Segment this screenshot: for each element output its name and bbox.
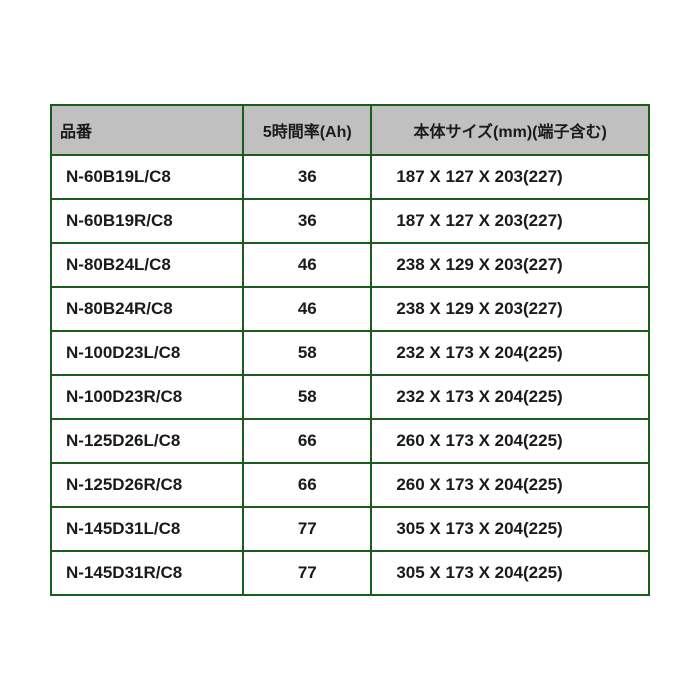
cell-size: 232 X 173 X 204(225) bbox=[371, 375, 649, 419]
cell-part: N-100D23R/C8 bbox=[51, 375, 243, 419]
header-row: 品番 5時間率(Ah) 本体サイズ(mm)(端子含む) bbox=[51, 105, 649, 155]
cell-rate: 58 bbox=[243, 331, 371, 375]
cell-rate: 46 bbox=[243, 287, 371, 331]
header-rate: 5時間率(Ah) bbox=[243, 105, 371, 155]
cell-part: N-100D23L/C8 bbox=[51, 331, 243, 375]
table-row: N-80B24L/C8 46 238 X 129 X 203(227) bbox=[51, 243, 649, 287]
cell-part: N-145D31R/C8 bbox=[51, 551, 243, 595]
cell-size: 238 X 129 X 203(227) bbox=[371, 287, 649, 331]
cell-part: N-80B24L/C8 bbox=[51, 243, 243, 287]
cell-rate: 66 bbox=[243, 463, 371, 507]
table-row: N-80B24R/C8 46 238 X 129 X 203(227) bbox=[51, 287, 649, 331]
cell-rate: 58 bbox=[243, 375, 371, 419]
cell-part: N-125D26L/C8 bbox=[51, 419, 243, 463]
cell-rate: 77 bbox=[243, 551, 371, 595]
cell-size: 260 X 173 X 204(225) bbox=[371, 419, 649, 463]
table-body: N-60B19L/C8 36 187 X 127 X 203(227) N-60… bbox=[51, 155, 649, 595]
cell-size: 305 X 173 X 204(225) bbox=[371, 507, 649, 551]
table-header: 品番 5時間率(Ah) 本体サイズ(mm)(端子含む) bbox=[51, 105, 649, 155]
cell-size: 238 X 129 X 203(227) bbox=[371, 243, 649, 287]
cell-part: N-60B19L/C8 bbox=[51, 155, 243, 199]
cell-part: N-125D26R/C8 bbox=[51, 463, 243, 507]
cell-part: N-80B24R/C8 bbox=[51, 287, 243, 331]
cell-size: 260 X 173 X 204(225) bbox=[371, 463, 649, 507]
table-row: N-60B19R/C8 36 187 X 127 X 203(227) bbox=[51, 199, 649, 243]
cell-rate: 66 bbox=[243, 419, 371, 463]
table-row: N-100D23L/C8 58 232 X 173 X 204(225) bbox=[51, 331, 649, 375]
table-row: N-60B19L/C8 36 187 X 127 X 203(227) bbox=[51, 155, 649, 199]
battery-spec-table: 品番 5時間率(Ah) 本体サイズ(mm)(端子含む) N-60B19L/C8 … bbox=[50, 104, 650, 596]
cell-size: 232 X 173 X 204(225) bbox=[371, 331, 649, 375]
header-size: 本体サイズ(mm)(端子含む) bbox=[371, 105, 649, 155]
cell-rate: 36 bbox=[243, 155, 371, 199]
table-row: N-125D26R/C8 66 260 X 173 X 204(225) bbox=[51, 463, 649, 507]
table-row: N-125D26L/C8 66 260 X 173 X 204(225) bbox=[51, 419, 649, 463]
cell-size: 187 X 127 X 203(227) bbox=[371, 199, 649, 243]
cell-rate: 46 bbox=[243, 243, 371, 287]
battery-spec-table-container: 品番 5時間率(Ah) 本体サイズ(mm)(端子含む) N-60B19L/C8 … bbox=[50, 104, 650, 596]
header-part-number: 品番 bbox=[51, 105, 243, 155]
table-row: N-145D31L/C8 77 305 X 173 X 204(225) bbox=[51, 507, 649, 551]
cell-size: 305 X 173 X 204(225) bbox=[371, 551, 649, 595]
cell-rate: 77 bbox=[243, 507, 371, 551]
table-row: N-145D31R/C8 77 305 X 173 X 204(225) bbox=[51, 551, 649, 595]
table-row: N-100D23R/C8 58 232 X 173 X 204(225) bbox=[51, 375, 649, 419]
cell-part: N-145D31L/C8 bbox=[51, 507, 243, 551]
cell-rate: 36 bbox=[243, 199, 371, 243]
cell-size: 187 X 127 X 203(227) bbox=[371, 155, 649, 199]
cell-part: N-60B19R/C8 bbox=[51, 199, 243, 243]
